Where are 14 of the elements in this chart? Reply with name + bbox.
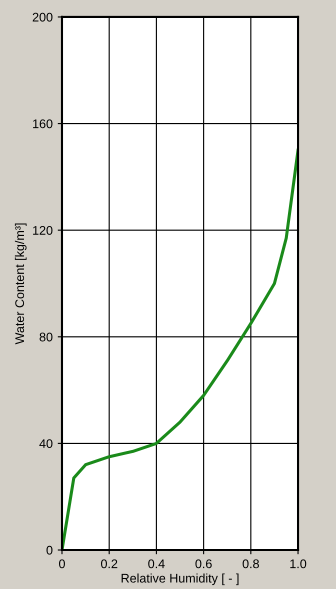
- y-axis-title: Water Content [kg/m³]: [14, 223, 27, 344]
- x-tick-label: 0: [59, 559, 65, 568]
- x-tick-label: 0.8: [242, 559, 259, 568]
- y-tick-label: 120: [33, 226, 52, 235]
- x-tick-label: 0.6: [195, 559, 212, 568]
- x-tick-label: 0.4: [148, 559, 165, 568]
- x-tick-label: 1.0: [290, 559, 306, 568]
- y-tick-label: 40: [39, 439, 52, 448]
- y-tick-label: 0: [46, 546, 52, 555]
- y-tick-label: 200: [32, 12, 52, 22]
- y-tick-label: 160: [33, 119, 52, 128]
- x-axis-title: Relative Humidity [ - ]: [122, 573, 239, 586]
- y-tick-label: 80: [40, 332, 52, 342]
- x-tick-label: 0.2: [101, 559, 118, 568]
